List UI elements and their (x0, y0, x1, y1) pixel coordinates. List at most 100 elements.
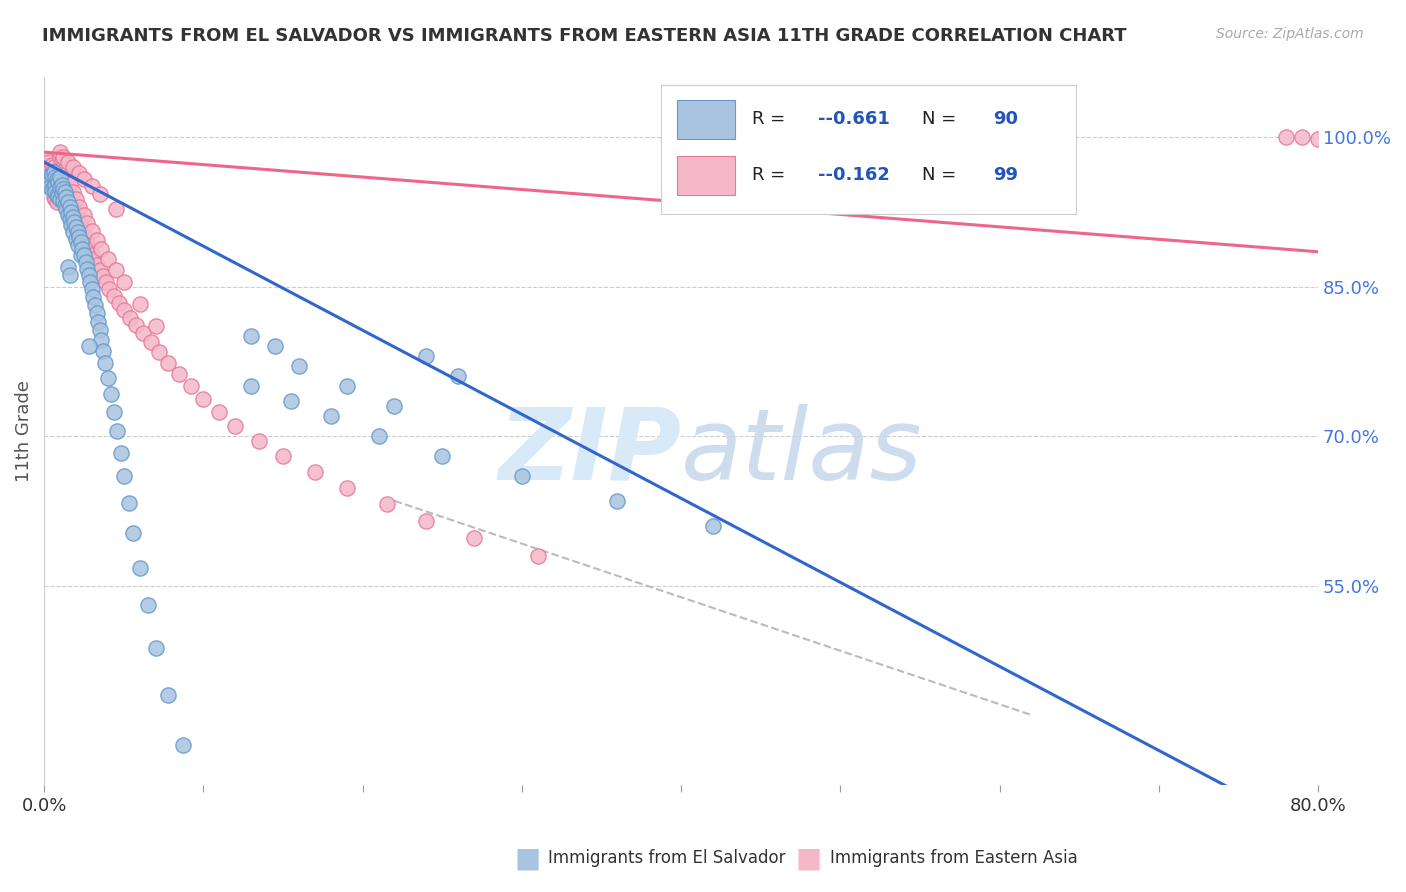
Point (66, 211, 89, 226)
Point (89, 323, 111, 337)
Point (288, 359, 311, 374)
Point (69, 248, 91, 262)
Point (128, 560, 150, 574)
Point (48, 180, 70, 194)
Point (75, 254, 97, 268)
Point (49, 145, 72, 160)
Point (132, 326, 155, 341)
Point (375, 497, 398, 511)
Point (38, 155, 60, 169)
Point (145, 319, 167, 334)
Point (52, 194, 75, 208)
Point (112, 302, 135, 317)
Point (49, 180, 72, 194)
Point (42, 190, 65, 204)
Point (97, 252, 120, 266)
Point (49, 169, 72, 184)
Point (193, 392, 215, 407)
Point (128, 296, 150, 310)
Point (67, 166, 90, 180)
Point (87, 314, 110, 328)
Point (45, 175, 67, 189)
Point (80, 179, 103, 194)
Point (73, 228, 96, 243)
Text: Source: ZipAtlas.com: Source: ZipAtlas.com (1216, 27, 1364, 41)
Point (1291, 130, 1313, 145)
Point (45, 172, 67, 186)
Point (432, 449, 454, 463)
Point (60, 218, 83, 232)
Point (702, 518, 724, 533)
Point (42, 165, 65, 179)
Point (37, 152, 59, 166)
Point (86, 258, 108, 272)
Point (240, 379, 263, 393)
Point (45, 188, 67, 202)
Point (58, 200, 80, 214)
Point (63, 203, 86, 218)
Point (80, 282, 103, 296)
Point (73, 208, 96, 222)
Point (44, 172, 66, 186)
Point (58, 268, 80, 282)
Point (77, 242, 100, 256)
Point (82, 252, 104, 266)
Point (62, 160, 84, 174)
Point (122, 525, 145, 540)
Point (336, 379, 359, 393)
Point (65, 192, 87, 206)
Text: --0.661: --0.661 (818, 110, 890, 128)
Point (73, 248, 96, 262)
Point (51, 155, 73, 169)
Point (125, 318, 148, 333)
Point (56, 155, 79, 169)
Point (66, 237, 89, 252)
Text: ZIP: ZIP (498, 404, 681, 500)
Point (38, 160, 60, 174)
Point (62, 200, 84, 214)
Point (247, 434, 270, 448)
Point (65, 219, 87, 234)
Point (52, 180, 75, 194)
Point (51, 176, 73, 190)
Point (60, 197, 83, 211)
Text: ■: ■ (796, 844, 821, 872)
Point (49, 192, 72, 206)
Point (76, 261, 98, 276)
Text: Immigrants from Eastern Asia: Immigrants from Eastern Asia (830, 849, 1077, 867)
Point (37, 169, 59, 184)
Point (96, 275, 118, 289)
Point (65, 232, 87, 246)
Text: IMMIGRANTS FROM EL SALVADOR VS IMMIGRANTS FROM EASTERN ASIA 11TH GRADE CORRELATI: IMMIGRANTS FROM EL SALVADOR VS IMMIGRANT… (42, 27, 1126, 45)
Point (184, 788, 207, 802)
Text: 90: 90 (993, 110, 1018, 128)
Point (58, 194, 80, 208)
Point (62, 185, 84, 199)
Point (280, 394, 302, 409)
Point (45, 194, 67, 209)
Point (52, 188, 75, 202)
Point (44, 178, 66, 192)
Text: Immigrants from El Salvador: Immigrants from El Salvador (548, 849, 786, 867)
Point (104, 202, 127, 216)
FancyBboxPatch shape (678, 100, 735, 139)
Point (208, 405, 231, 419)
Point (90, 242, 112, 256)
Point (48, 175, 70, 189)
Point (1308, 132, 1330, 146)
Point (44, 185, 66, 199)
Point (62, 225, 84, 239)
Point (49, 184, 72, 198)
Point (384, 399, 406, 413)
Point (271, 449, 294, 463)
Text: N =: N = (922, 166, 962, 184)
Point (55, 202, 77, 216)
Text: --0.162: --0.162 (818, 166, 890, 184)
Point (172, 738, 194, 752)
Point (49, 150, 72, 164)
Point (120, 310, 142, 325)
Point (240, 329, 263, 343)
Point (39, 162, 62, 177)
Point (304, 465, 326, 479)
Point (56, 260, 79, 274)
